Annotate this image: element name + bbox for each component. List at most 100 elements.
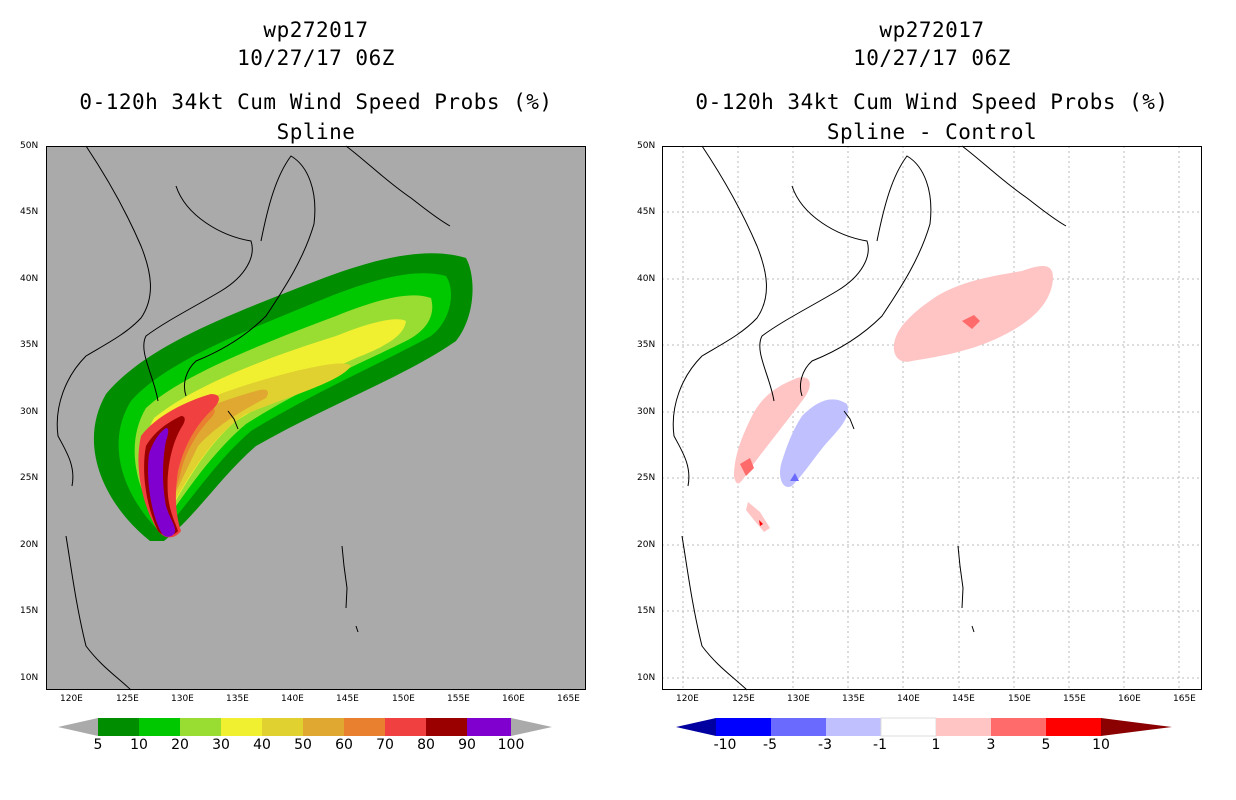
left-cb-label-10: 10 bbox=[130, 737, 148, 753]
left-cb-swatch-4 bbox=[262, 718, 303, 736]
left-cb-swatch-7 bbox=[385, 718, 426, 736]
left-lat-label-30: 30N bbox=[20, 407, 39, 417]
right-cb-label-5: 5 bbox=[1041, 737, 1051, 753]
left-colorbar-min-arrow bbox=[58, 718, 98, 736]
right-cb-label-m1: -1 bbox=[873, 737, 887, 753]
right-lat-label-45: 45N bbox=[637, 207, 656, 217]
left-storm-id: wp272017 bbox=[263, 18, 369, 42]
right-lon-label-160: 160E bbox=[1118, 694, 1141, 704]
right-lon-label-140: 140E bbox=[897, 694, 920, 704]
left-lat-label-15: 15N bbox=[20, 606, 39, 616]
right-cb-label-3: 3 bbox=[986, 737, 996, 753]
left-cb-swatch-2 bbox=[180, 718, 221, 736]
left-lon-label-155: 155E bbox=[447, 694, 470, 704]
left-cb-label-60: 60 bbox=[335, 737, 353, 753]
left-cb-label-30: 30 bbox=[212, 737, 230, 753]
left-product-title: 0-120h 34kt Cum Wind Speed Probs (%) bbox=[79, 90, 553, 114]
left-lon-label-150: 150E bbox=[392, 694, 415, 704]
right-cb-swatch-4 bbox=[936, 718, 991, 736]
right-lat-label-30: 30N bbox=[637, 407, 656, 417]
left-cb-label-70: 70 bbox=[376, 737, 394, 753]
left-cb-label-100: 100 bbox=[497, 737, 525, 753]
left-map-border bbox=[46, 146, 586, 690]
left-lat-label-40: 40N bbox=[20, 274, 39, 284]
left-cb-swatch-3 bbox=[221, 718, 262, 736]
left-colorbar bbox=[58, 718, 552, 736]
left-lat-label-20: 20N bbox=[20, 540, 39, 550]
left-cb-swatch-0 bbox=[98, 718, 139, 736]
right-lon-label-155: 155E bbox=[1063, 694, 1086, 704]
left-colorbar-max-arrow bbox=[511, 718, 552, 736]
left-datetime: 10/27/17 06Z bbox=[237, 46, 395, 70]
right-lat-label-10: 10N bbox=[637, 673, 656, 683]
right-cb-label-m3: -3 bbox=[818, 737, 832, 753]
right-cb-label-m10: -10 bbox=[713, 737, 737, 753]
right-cb-label-1: 1 bbox=[931, 737, 941, 753]
left-cb-label-5: 5 bbox=[93, 737, 103, 753]
left-lon-label-130: 130E bbox=[171, 694, 194, 704]
right-colorbar-max-arrow bbox=[1101, 718, 1172, 736]
right-cb-label-10: 10 bbox=[1092, 737, 1110, 753]
left-lat-label-10: 10N bbox=[20, 673, 39, 683]
right-cb-swatch-0 bbox=[716, 718, 771, 736]
left-cb-swatch-9 bbox=[467, 718, 511, 736]
right-datetime: 10/27/17 06Z bbox=[853, 46, 1011, 70]
right-lon-label-165: 165E bbox=[1173, 694, 1196, 704]
left-cb-label-20: 20 bbox=[171, 737, 189, 753]
right-lon-label-145: 145E bbox=[952, 694, 975, 704]
right-map-background bbox=[662, 146, 1202, 690]
left-lon-label-120: 120E bbox=[60, 694, 83, 704]
right-lon-label-135: 135E bbox=[842, 694, 865, 704]
right-coastlines bbox=[672, 145, 1067, 691]
left-cb-swatch-1 bbox=[139, 718, 180, 736]
left-lon-label-135: 135E bbox=[226, 694, 249, 704]
left-lon-label-140: 140E bbox=[281, 694, 304, 704]
right-difference-field bbox=[734, 266, 1053, 532]
right-product-title: 0-120h 34kt Cum Wind Speed Probs (%) bbox=[695, 90, 1169, 114]
left-lat-label-35: 35N bbox=[20, 340, 39, 350]
right-lon-label-120: 120E bbox=[676, 694, 699, 704]
left-cb-label-40: 40 bbox=[253, 737, 271, 753]
right-lat-label-40: 40N bbox=[637, 274, 656, 284]
right-lat-label-20: 20N bbox=[637, 540, 656, 550]
left-lat-label-25: 25N bbox=[20, 473, 39, 483]
right-map bbox=[662, 145, 1202, 691]
left-lon-label-145: 145E bbox=[336, 694, 359, 704]
right-cb-swatch-5 bbox=[991, 718, 1046, 736]
right-storm-id: wp272017 bbox=[879, 18, 985, 42]
left-cb-swatch-8 bbox=[426, 718, 467, 736]
right-colorbar bbox=[676, 717, 1172, 737]
right-cb-label-m5: -5 bbox=[763, 737, 777, 753]
left-subtitle: Spline bbox=[276, 120, 356, 144]
left-lon-label-165: 165E bbox=[557, 694, 580, 704]
right-cb-swatch-2 bbox=[826, 718, 881, 736]
left-lon-label-160: 160E bbox=[502, 694, 525, 704]
right-map-border bbox=[662, 146, 1202, 690]
right-lat-label-15: 15N bbox=[637, 606, 656, 616]
right-cb-swatch-1 bbox=[771, 718, 826, 736]
left-cb-label-80: 80 bbox=[417, 737, 435, 753]
left-lat-label-45: 45N bbox=[20, 207, 39, 217]
right-colorbar-min-arrow bbox=[676, 718, 716, 736]
left-lat-label-50: 50N bbox=[20, 141, 39, 151]
right-subtitle: Spline - Control bbox=[826, 120, 1038, 144]
right-lon-label-130: 130E bbox=[787, 694, 810, 704]
right-lon-label-150: 150E bbox=[1008, 694, 1031, 704]
left-lon-label-125: 125E bbox=[116, 694, 139, 704]
left-probability-swath bbox=[93, 253, 473, 541]
left-cb-label-90: 90 bbox=[458, 737, 476, 753]
left-cb-swatch-6 bbox=[344, 718, 385, 736]
left-coastlines bbox=[56, 145, 451, 691]
right-islands bbox=[843, 410, 975, 633]
right-lon-label-125: 125E bbox=[732, 694, 755, 704]
right-gridlines bbox=[662, 146, 1202, 690]
right-lat-label-50: 50N bbox=[637, 141, 656, 151]
left-map bbox=[46, 145, 586, 691]
right-cb-swatch-3 bbox=[880, 717, 937, 737]
right-cb-swatch-6 bbox=[1046, 718, 1101, 736]
left-cb-swatch-5 bbox=[303, 718, 344, 736]
left-cb-label-50: 50 bbox=[294, 737, 312, 753]
right-lat-label-35: 35N bbox=[637, 340, 656, 350]
left-islands bbox=[227, 410, 359, 633]
right-lat-label-25: 25N bbox=[637, 473, 656, 483]
